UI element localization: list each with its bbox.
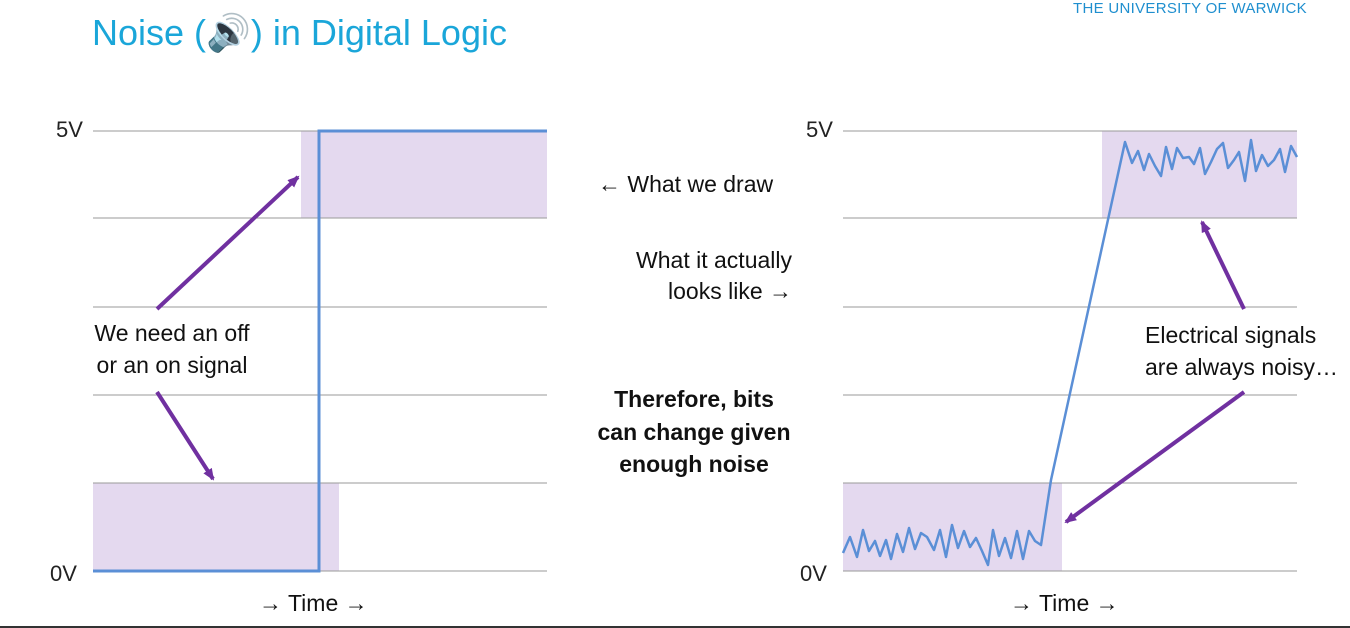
left-annotation-line1: We need an off [94,320,250,346]
left-ideal-signal [93,129,547,573]
right-arrow-to-low-band [1064,390,1246,524]
left-high-band [301,131,547,218]
conclusion-line3: enough noise [619,451,769,477]
right-noisy-signal [841,138,1299,567]
conclusion-line2: can change given [597,419,791,445]
left-annotation-line2: or an on signal [96,352,248,378]
right-5v-label: 5V [806,117,833,142]
left-arrow-to-high-band [155,175,300,311]
university-logo-text: THE UNIVERSITY OF WARWICK [1073,0,1307,17]
right-annotation-line2: are always noisy… [1145,354,1339,380]
what-we-draw-label: ← What we draw [598,171,774,197]
left-arrow-to-low-band [155,390,215,481]
right-time-axis-label: → Time → [1010,590,1119,616]
right-high-band [1102,131,1297,218]
right-diagram [841,130,1299,572]
left-low-band [93,483,339,571]
left-5v-label: 5V [56,117,83,142]
actual-label-line2: looks like → [668,278,792,304]
left-diagram [93,129,547,573]
conclusion-line1: Therefore, bits [614,386,774,412]
bottom-divider [0,626,1350,628]
right-annotation-line1: Electrical signals [1145,322,1317,348]
right-arrow-to-high-band [1200,220,1246,310]
left-time-axis-label: → Time → [259,590,368,616]
actual-label-line1: What it actually [636,247,792,273]
right-0v-label: 0V [800,561,827,586]
slide-title: Noise (🔊) in Digital Logic [92,12,507,53]
left-0v-label: 0V [50,561,77,586]
